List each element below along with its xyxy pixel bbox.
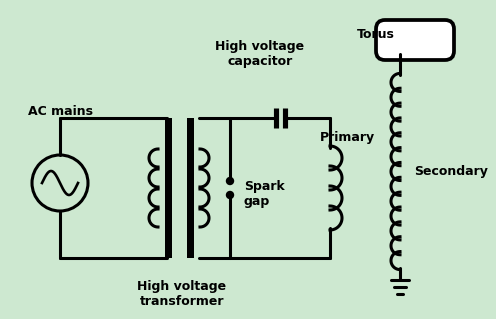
Text: Spark
gap: Spark gap [244,180,285,208]
FancyBboxPatch shape [376,20,454,60]
Bar [186,118,193,258]
Circle shape [227,177,234,184]
Bar [165,118,172,258]
Text: Primary: Primary [320,131,375,145]
Text: Secondary: Secondary [414,165,488,178]
Text: AC mains: AC mains [28,105,93,118]
Text: Torus: Torus [357,28,395,41]
Circle shape [227,191,234,198]
Text: High voltage
transformer: High voltage transformer [137,280,227,308]
Text: High voltage
capacitor: High voltage capacitor [215,40,305,68]
